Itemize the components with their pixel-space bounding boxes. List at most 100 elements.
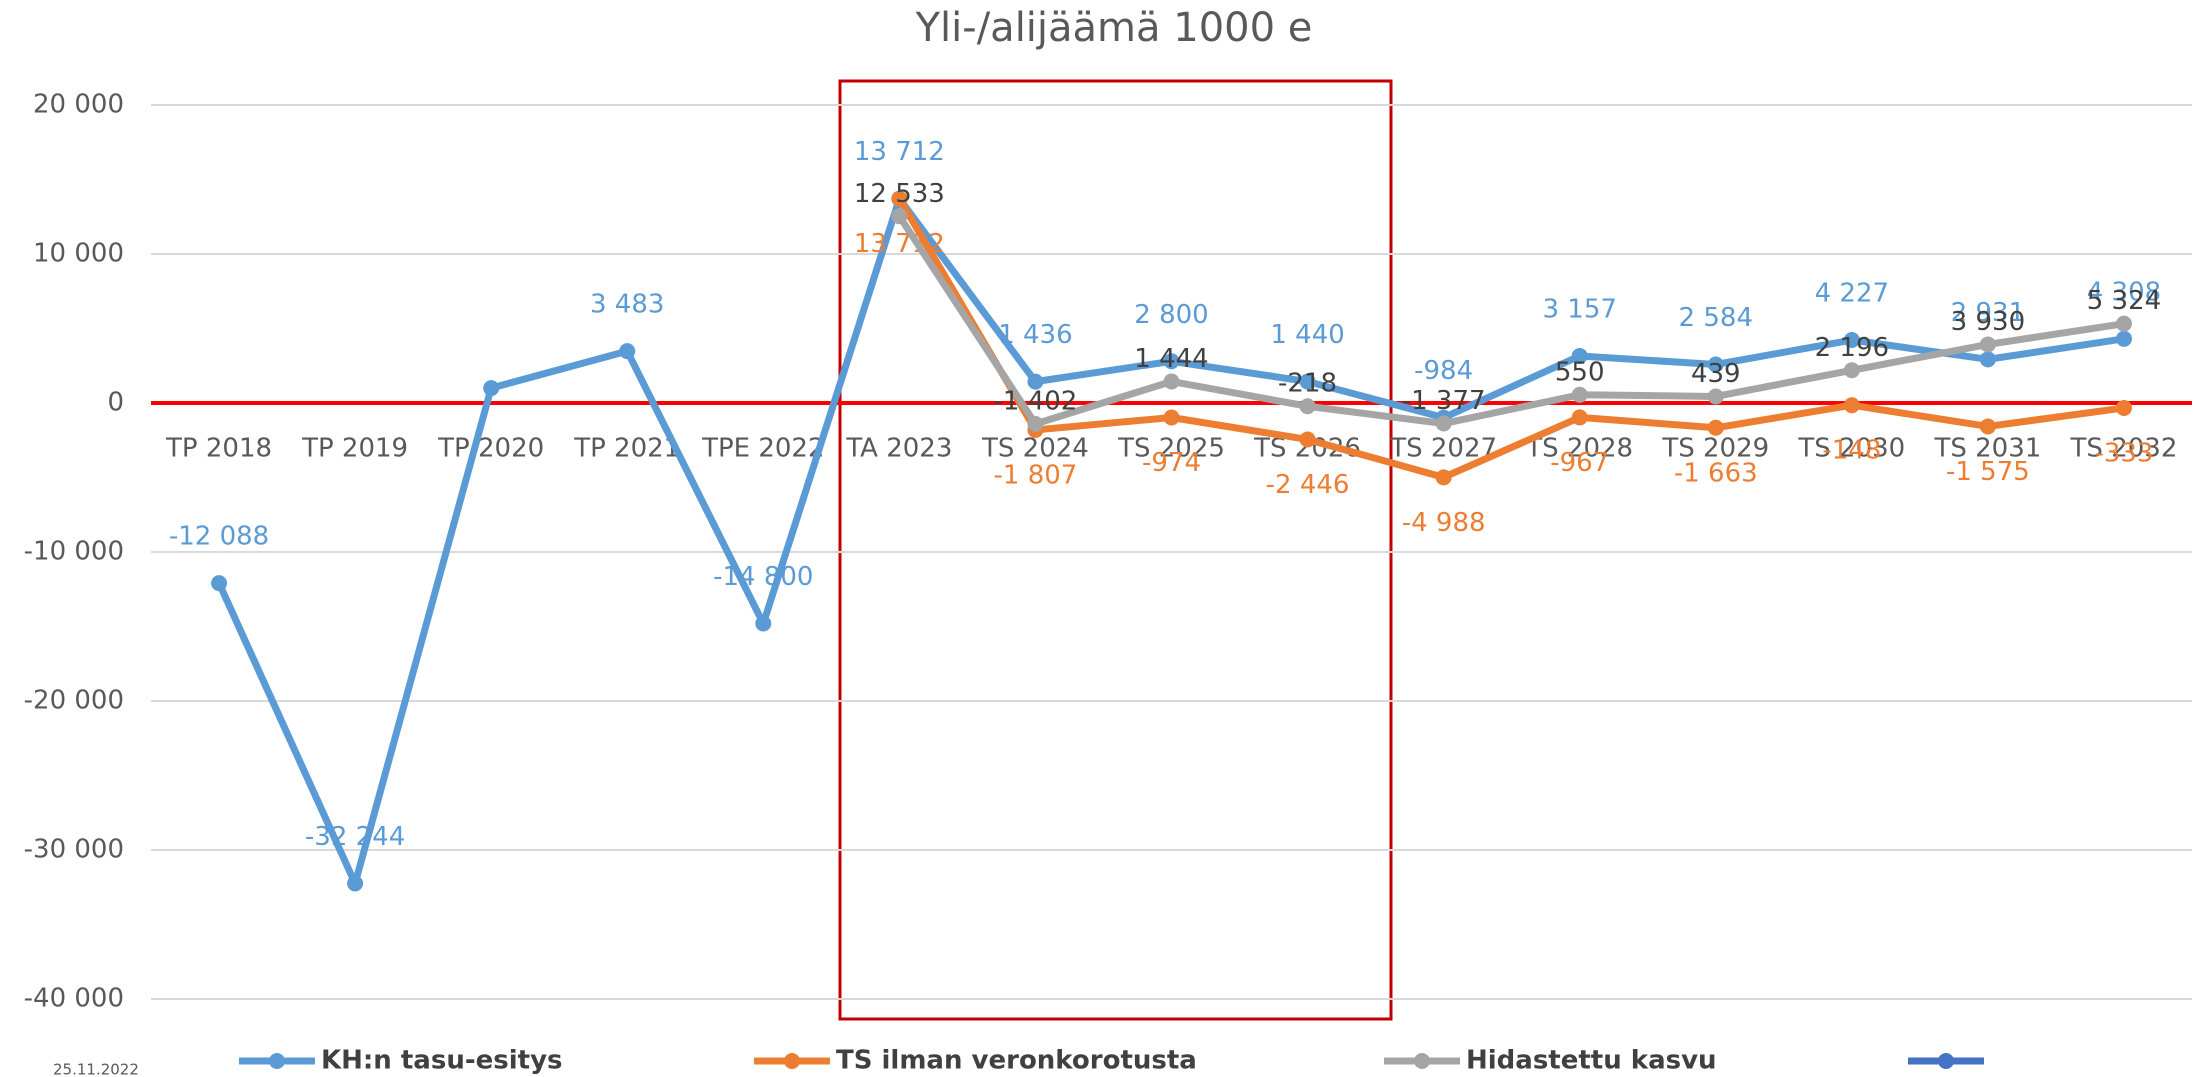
data-label: -12 088 <box>169 522 269 552</box>
legend-label: KH:n tasu-esitys <box>321 1046 563 1076</box>
data-point <box>1163 353 1180 370</box>
data-point <box>1027 373 1044 390</box>
y-tick-label: 20 000 <box>33 90 124 120</box>
data-label: 4 308 <box>2087 277 2161 307</box>
data-label: 2 584 <box>1679 303 1753 333</box>
data-label: 1 444 <box>1134 344 1208 374</box>
x-tick-label: TP 2020 <box>437 434 544 464</box>
y-tick-label: 0 <box>107 388 124 418</box>
footer-date: 25.11.2022 <box>53 1061 139 1077</box>
x-tick-label: TP 2021 <box>573 434 680 464</box>
data-label: 439 <box>1691 359 1741 389</box>
y-tick-label: -40 000 <box>24 984 124 1014</box>
data-point <box>2115 315 2132 332</box>
data-point <box>1299 373 1316 390</box>
data-point <box>1299 431 1316 448</box>
data-point <box>483 380 500 397</box>
x-tick-label: TP 2019 <box>301 434 408 464</box>
grid <box>151 104 2192 1000</box>
data-label: 3 930 <box>1951 307 2025 337</box>
data-point <box>347 875 364 892</box>
highlight-box <box>838 79 1393 1021</box>
data-label: -148 <box>1822 436 1881 466</box>
data-point <box>2115 399 2132 416</box>
x-tick-label: TA 2023 <box>845 434 952 464</box>
data-label: 3 483 <box>590 290 664 320</box>
data-label: -1 807 <box>994 460 1078 490</box>
legend-marker <box>1938 1053 1954 1069</box>
data-point <box>1843 397 1860 414</box>
data-point <box>1707 419 1724 436</box>
data-label: 13 712 <box>854 137 945 167</box>
y-tick-label: -20 000 <box>24 686 124 716</box>
x-tick-label: TS 2031 <box>1933 434 2041 464</box>
chart-title: Yli-/alijäämä 1000 e <box>915 5 1313 51</box>
data-label: -32 244 <box>305 822 405 852</box>
data-label: 5 324 <box>2087 286 2161 316</box>
data-point <box>1571 347 1588 364</box>
data-point <box>1979 351 1996 368</box>
y-tick-label: -10 000 <box>24 537 124 567</box>
data-label: 2 931 <box>1951 298 2025 328</box>
y-tick-label: -30 000 <box>24 835 124 865</box>
legend-marker <box>784 1053 800 1069</box>
data-label: 13 712 <box>854 229 945 259</box>
data-point <box>1571 386 1588 403</box>
data-label: 4 227 <box>1815 279 1889 309</box>
data-point <box>755 615 772 632</box>
data-point <box>1163 373 1180 390</box>
data-label: -974 <box>1142 448 1201 478</box>
x-tick-label: TP 2018 <box>165 434 272 464</box>
data-label: -218 <box>1278 369 1337 399</box>
series-line <box>896 214 2125 428</box>
data-label: -14 800 <box>713 562 813 592</box>
data-point <box>1979 336 1996 353</box>
data-point <box>1979 418 1996 435</box>
data-label: -1 377 <box>1402 386 1486 416</box>
data-label: 550 <box>1555 357 1605 387</box>
data-point <box>1707 388 1724 405</box>
x-tick-label: TS 2030 <box>1797 434 1905 464</box>
data-point <box>891 208 908 225</box>
legend-label: Hidastettu kasvu <box>1466 1046 1717 1076</box>
data-point <box>1435 415 1452 432</box>
data-point <box>1571 409 1588 426</box>
data-label: -1 663 <box>1674 458 1758 488</box>
data-label: 3 157 <box>1542 294 1616 324</box>
data-point <box>2115 330 2132 347</box>
data-point <box>619 343 636 360</box>
data-point <box>1299 398 1316 415</box>
data-point <box>1163 409 1180 426</box>
data-point <box>1843 332 1860 349</box>
series-line <box>896 196 2125 481</box>
data-label: 2 196 <box>1815 333 1889 363</box>
data-label: 2 800 <box>1134 300 1208 330</box>
x-tick-label: TS 2029 <box>1661 434 1769 464</box>
data-label: 1 436 <box>998 320 1072 350</box>
y-tick-label: 10 000 <box>33 239 124 269</box>
data-point <box>1843 362 1860 379</box>
x-tick-label: TS 2025 <box>1117 434 1225 464</box>
data-point <box>211 575 228 592</box>
legend-label: TS ilman veronkorotusta <box>836 1046 1197 1076</box>
data-point <box>1707 356 1724 373</box>
data-label: -1 402 <box>994 386 1078 416</box>
x-tick-label: TS 2024 <box>981 434 1089 464</box>
legend-marker <box>269 1053 285 1069</box>
data-label: -984 <box>1414 356 1473 386</box>
data-label: -1 575 <box>1946 457 2030 487</box>
data-label: -4 988 <box>1402 508 1486 538</box>
data-label: -2 446 <box>1266 470 1350 500</box>
data-label: -333 <box>2094 438 2153 468</box>
x-tick-label: TS 2032 <box>2070 434 2178 464</box>
x-tick-label: TPE 2022 <box>701 434 824 464</box>
legend-marker <box>1414 1053 1430 1069</box>
data-point <box>1435 469 1452 486</box>
data-label: 1 440 <box>1270 320 1344 350</box>
data-point <box>891 190 908 207</box>
data-label: -967 <box>1550 448 1609 478</box>
x-tick-label: TS 2028 <box>1525 434 1633 464</box>
data-point <box>1027 415 1044 432</box>
data-label: 12 533 <box>854 179 945 209</box>
